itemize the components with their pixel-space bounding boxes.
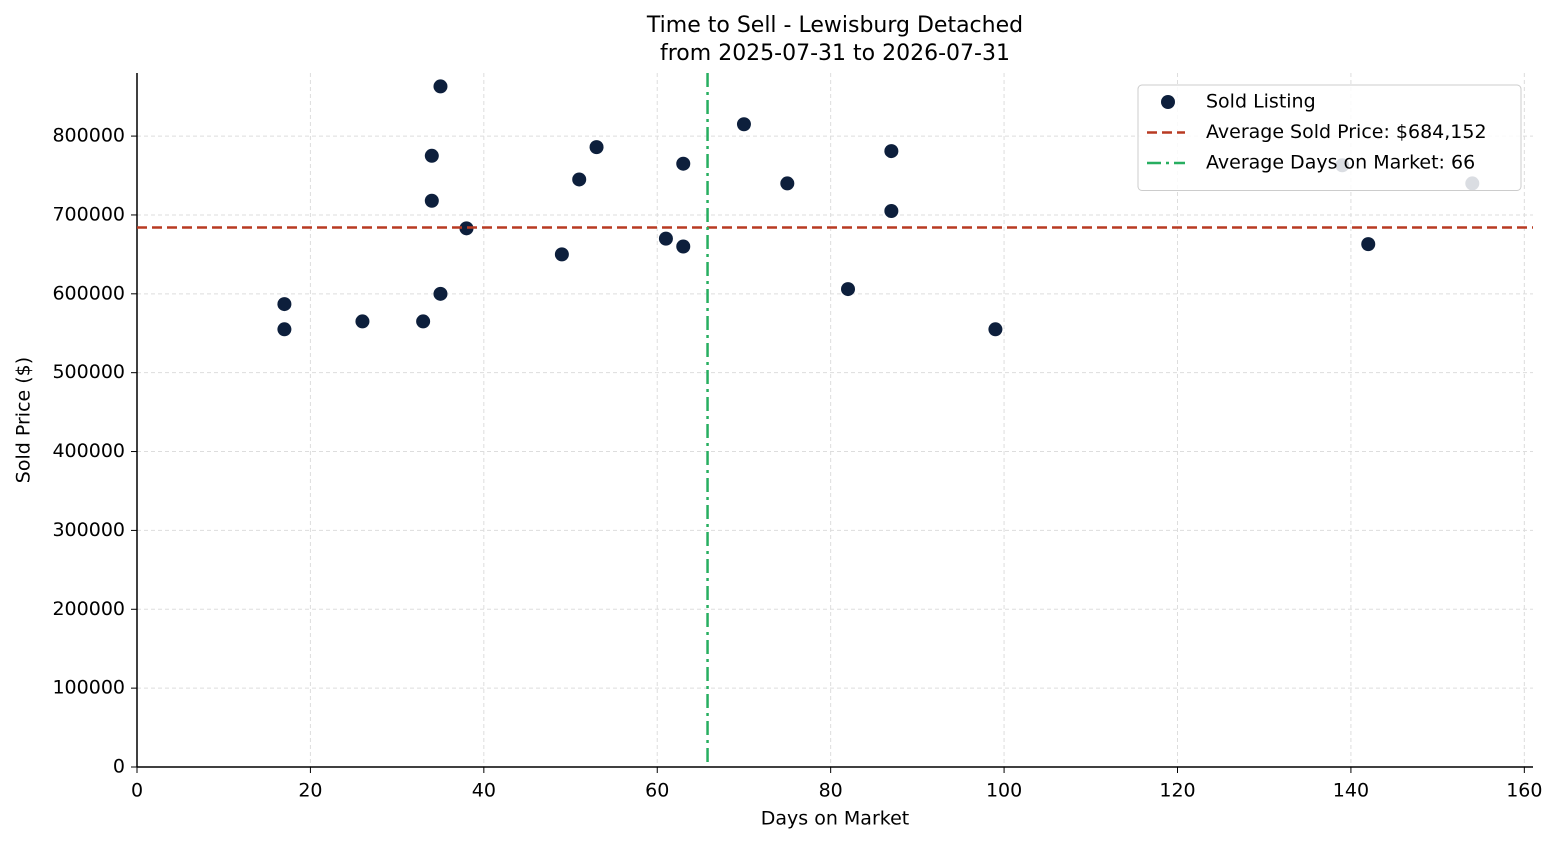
point [433, 79, 448, 94]
point [658, 231, 673, 246]
y-axis-label: Sold Price ($) [13, 357, 35, 483]
point [459, 221, 474, 236]
x-tick-label: 140 [1333, 780, 1369, 802]
legend-box [1137, 84, 1522, 191]
legend-label: Sold Listing [1206, 91, 1316, 113]
point [277, 297, 292, 312]
chart-title: Time to Sell - Lewisburg Detached [646, 13, 1023, 38]
y-tick-label: 800000 [52, 125, 125, 147]
x-tick-label: 80 [819, 780, 843, 802]
point [676, 156, 691, 171]
y-tick-label: 700000 [52, 203, 125, 225]
x-tick-label: 40 [472, 780, 496, 802]
y-tick-label: 600000 [52, 282, 125, 304]
point [988, 322, 1003, 337]
y-tick-label: 200000 [52, 598, 125, 620]
legend-marker [1161, 95, 1175, 109]
point [424, 148, 439, 163]
x-axis-label: Days on Market [761, 808, 909, 830]
x-tick-label: 100 [986, 780, 1022, 802]
x-tick-label: 160 [1506, 780, 1542, 802]
y-tick-label: 400000 [52, 440, 125, 462]
point [780, 176, 795, 191]
point [589, 140, 604, 155]
point [736, 117, 751, 132]
point [554, 247, 569, 262]
y-tick-label: 0 [113, 756, 125, 778]
point [424, 193, 439, 208]
y-tick-label: 100000 [52, 677, 125, 699]
point [355, 314, 370, 329]
legend-label: Average Days on Market: 66 [1206, 152, 1475, 174]
y-tick-label: 500000 [52, 361, 125, 383]
point [433, 286, 448, 301]
point [572, 172, 587, 187]
point [676, 239, 691, 254]
x-tick-label: 0 [131, 780, 143, 802]
x-tick-label: 120 [1159, 780, 1195, 802]
point [277, 322, 292, 337]
legend-label: Average Sold Price: $684,152 [1206, 121, 1487, 143]
y-tick-label: 300000 [52, 519, 125, 541]
point [416, 314, 431, 329]
point [841, 282, 856, 297]
point [884, 204, 899, 219]
point [884, 144, 899, 159]
point [1361, 237, 1376, 252]
x-tick-label: 60 [645, 780, 669, 802]
chart-subtitle: from 2025-07-31 to 2026-07-31 [660, 41, 1010, 66]
x-tick-label: 20 [298, 780, 322, 802]
